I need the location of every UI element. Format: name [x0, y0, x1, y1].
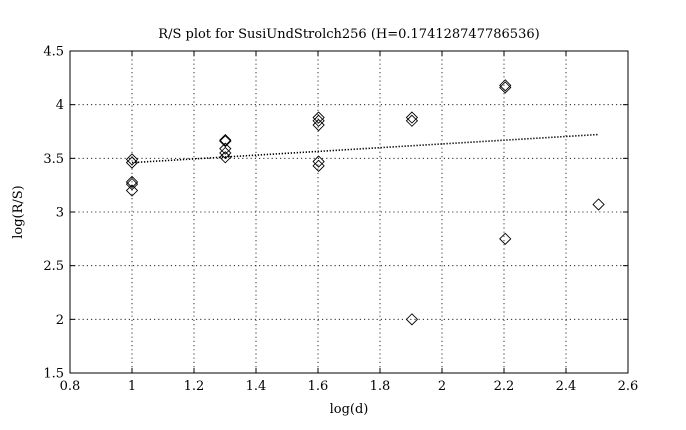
data-point	[312, 114, 325, 127]
x-tick-labels: 0.8 1 1.2 1.4 1.6 1.8 2 2.2 2.4 2.6	[60, 379, 639, 394]
data-point	[312, 118, 325, 132]
x-tick-label: 1	[128, 379, 136, 394]
data-point	[219, 146, 232, 160]
x-tick-label: 2	[438, 379, 446, 394]
plot-frame	[69, 50, 629, 374]
data-point	[312, 111, 325, 124]
x-tick-label: 1.6	[308, 379, 329, 394]
x-tick-label: 1.2	[184, 379, 205, 394]
data-point	[405, 114, 419, 127]
y-tick-label: 3.5	[43, 152, 64, 167]
data-point	[125, 156, 139, 169]
data-point	[405, 111, 419, 124]
y-tick-label: 3	[56, 206, 64, 221]
data-point	[125, 184, 139, 197]
x-tick-label: 2.2	[494, 379, 515, 394]
data-point	[219, 142, 232, 155]
data-point	[125, 175, 139, 189]
x-tick-label: 2.6	[618, 379, 639, 394]
y-axis-label: log(R/S)	[11, 185, 26, 239]
x-axis-label: log(d)	[330, 402, 369, 417]
data-point	[312, 159, 325, 172]
data-point	[219, 135, 232, 148]
data-points	[125, 79, 605, 326]
y-tick-label: 2	[56, 313, 64, 328]
x-tick-label: 0.8	[60, 379, 81, 394]
y-tick-label: 4.5	[43, 45, 64, 60]
data-point	[125, 153, 139, 166]
grid-lines	[70, 51, 628, 373]
data-point	[219, 133, 232, 147]
y-tick-label: 2.5	[43, 259, 64, 274]
data-point	[405, 313, 419, 326]
data-point	[312, 155, 325, 168]
data-point	[125, 177, 139, 191]
chart-title: R/S plot for SusiUndStrolch256 (H=0.1741…	[158, 27, 539, 42]
axis-ticks	[69, 50, 629, 374]
data-point	[499, 79, 512, 92]
x-tick-label: 2.4	[556, 379, 577, 394]
data-point	[219, 151, 232, 164]
y-tick-labels: 1.5 2 2.5 3 3.5 4 4.5	[43, 45, 64, 382]
x-tick-label: 1.8	[370, 379, 391, 394]
data-point	[499, 232, 512, 245]
x-tick-label: 1.4	[246, 379, 267, 394]
data-point	[499, 81, 512, 94]
data-point	[592, 198, 605, 211]
y-tick-label: 1.5	[43, 367, 64, 382]
y-tick-label: 4	[56, 98, 64, 113]
